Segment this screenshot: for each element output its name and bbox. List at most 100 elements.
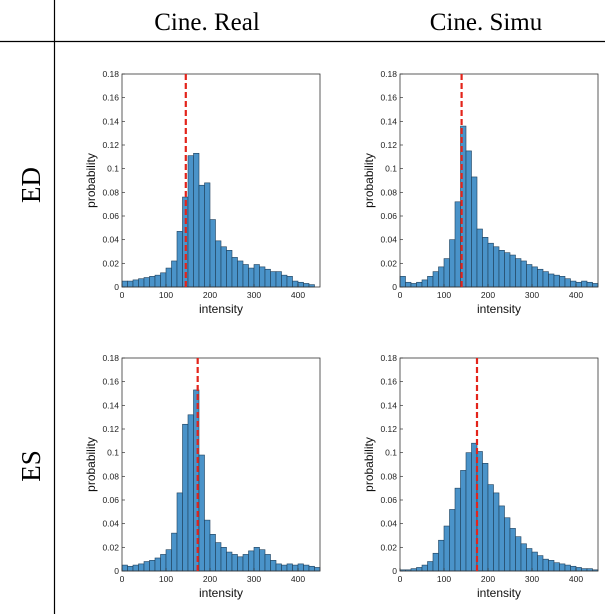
histogram-es-simu: 0 0.02 0.04 0.06 0.08 0.1 0.12 0.14 0.16 0.18 0 100… — [362, 353, 599, 600]
histogram-bar — [465, 452, 472, 572]
row-header-es: ES — [16, 450, 46, 482]
y-tick-label: 0.02 — [380, 258, 397, 268]
histogram-bar — [297, 563, 304, 572]
histogram-bar — [443, 525, 450, 572]
histogram-bar — [432, 552, 439, 572]
histogram-bar — [286, 276, 293, 288]
histogram-bar — [493, 492, 500, 572]
histogram-bar — [308, 565, 315, 572]
histogram-bar — [160, 272, 167, 288]
histogram-bar — [253, 547, 260, 572]
y-axis-label: probability — [362, 153, 376, 208]
x-tick-label: 400 — [569, 290, 583, 300]
histogram-bar — [187, 414, 194, 572]
histogram-bar — [171, 532, 178, 572]
histogram-bar — [160, 554, 167, 572]
histogram-bar — [220, 547, 227, 572]
histogram-bar — [275, 271, 282, 288]
x-tick-label: 400 — [291, 574, 305, 584]
x-tick-label: 300 — [247, 290, 261, 300]
y-tick-label: 0.08 — [380, 471, 397, 481]
histogram-bar — [515, 258, 522, 288]
axes-box — [399, 357, 599, 572]
histogram-bar — [226, 250, 233, 288]
histogram-bar — [171, 260, 178, 288]
y-tick-label: 0 — [114, 566, 119, 576]
histogram-bar — [226, 551, 233, 572]
x-tick-label: 100 — [159, 290, 173, 300]
y-tick-label: 0.16 — [380, 377, 397, 387]
histogram-bar — [242, 554, 249, 572]
histogram-bar — [176, 231, 183, 288]
x-tick-label: 0 — [398, 574, 403, 584]
histogram-bar — [127, 565, 134, 572]
histogram-bar — [209, 534, 216, 572]
histogram-bar — [303, 564, 310, 572]
histogram-bar — [482, 463, 489, 572]
histogram-bar — [138, 278, 145, 288]
histogram-bar — [427, 276, 434, 288]
histogram-bar — [575, 567, 582, 572]
y-tick-label: 0.12 — [102, 424, 119, 434]
y-tick-label: 0.04 — [102, 235, 119, 245]
y-tick-label: 0.08 — [102, 471, 119, 481]
histogram-bar — [253, 264, 260, 288]
y-tick-label: 0.14 — [102, 400, 119, 410]
histogram-bar — [548, 560, 555, 572]
histogram-bar — [498, 250, 505, 288]
x-tick-label: 0 — [120, 290, 125, 300]
histogram-bar — [198, 184, 205, 288]
histogram-bar — [204, 182, 211, 288]
histogram-bar — [443, 258, 450, 288]
histogram-bar — [553, 274, 560, 288]
histogram-bar — [286, 563, 293, 572]
histogram-bar — [292, 280, 299, 288]
histogram-bar — [559, 276, 566, 288]
y-tick-label: 0.14 — [380, 116, 397, 126]
histogram-bar — [592, 283, 599, 288]
y-tick-label: 0.18 — [102, 353, 119, 363]
histogram-bar — [421, 564, 428, 572]
histogram-bar — [438, 266, 445, 288]
histogram-bar — [231, 554, 238, 572]
y-tick-label: 0.16 — [102, 377, 119, 387]
y-tick-label: 0.02 — [380, 542, 397, 552]
histogram-bar — [416, 567, 423, 572]
histogram-bar — [154, 274, 161, 288]
column-header-real: Cine. Real — [154, 9, 260, 36]
histogram-bar — [581, 280, 588, 288]
histogram-bar — [132, 564, 139, 572]
histogram-bar — [504, 517, 511, 572]
histogram-bar — [575, 281, 582, 288]
histogram-bar — [460, 470, 467, 572]
histogram-bar — [215, 240, 222, 288]
histogram-bar — [421, 279, 428, 288]
histogram-bar — [165, 267, 172, 288]
histogram-bar — [127, 280, 134, 288]
histogram-bar — [121, 280, 128, 288]
x-tick-label: 200 — [481, 290, 495, 300]
row-header-ed: ED — [16, 167, 46, 203]
histogram-bar — [570, 565, 577, 572]
y-tick-label: 0.14 — [102, 116, 119, 126]
histogram-bar — [270, 271, 277, 288]
histogram-bar — [427, 561, 434, 572]
y-tick-label: 0.08 — [380, 187, 397, 197]
histogram-bar — [270, 560, 277, 572]
x-tick-label: 200 — [481, 574, 495, 584]
histogram-ed-simu: 0 0.02 0.04 0.06 0.08 0.1 0.12 0.14 0.16 0.18 0 100… — [362, 69, 599, 316]
y-tick-label: 0.1 — [385, 448, 397, 458]
histogram-bar — [138, 563, 145, 572]
histogram-bar — [204, 519, 211, 572]
histogram-bar — [281, 274, 288, 288]
x-tick-label: 400 — [291, 290, 305, 300]
histogram-bar — [292, 564, 299, 572]
x-tick-label: 300 — [525, 574, 539, 584]
y-axis-label: probability — [84, 437, 98, 492]
histogram-bar — [264, 554, 271, 572]
histogram-bar — [416, 281, 423, 288]
y-tick-label: 0.04 — [102, 519, 119, 529]
axes-box — [121, 73, 321, 288]
histogram-bar — [187, 155, 194, 288]
